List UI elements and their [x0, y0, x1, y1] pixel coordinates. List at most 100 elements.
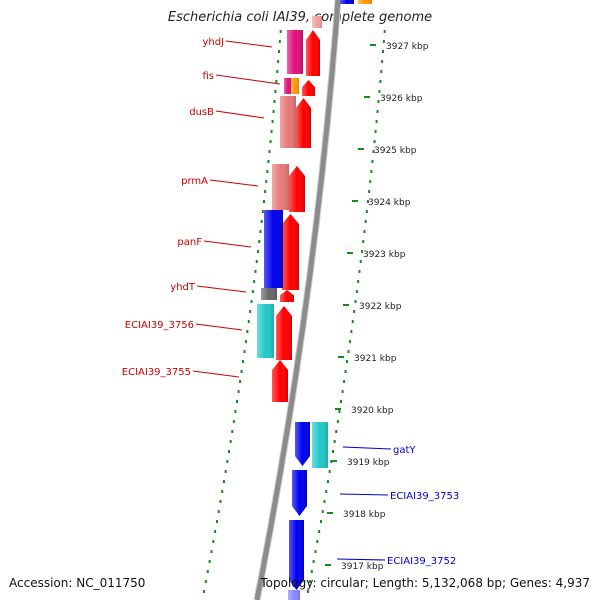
kbp-tick-mark	[325, 564, 331, 566]
guide-dot	[354, 300, 357, 303]
guide-dot	[350, 330, 353, 333]
guide-dot	[363, 230, 366, 233]
guide-dot	[316, 540, 319, 543]
guide-dot	[244, 340, 247, 343]
guide-dot	[228, 450, 230, 453]
guide-dot	[263, 200, 265, 203]
guide-dot	[264, 190, 267, 193]
gene-box-bottom-shade	[288, 590, 300, 600]
gene-label-leader	[342, 446, 392, 450]
guide-dot	[341, 390, 344, 393]
kbp-scale: 3927 kbp 3926 kbp 3925 kbp 3924 kbp 3923 kbp…	[325, 42, 429, 572]
gene-label-leader	[215, 74, 281, 85]
gene-box-dusB-shade	[280, 96, 296, 148]
gene-arrow-dusB-shade	[296, 98, 311, 148]
gene-features	[257, 0, 372, 600]
gene-box-fis-b-shade	[291, 78, 299, 94]
guide-dot	[271, 120, 274, 123]
guide-dot	[375, 120, 378, 123]
kbp-tick-label: 3921 kbp	[354, 354, 397, 364]
guide-dot	[265, 180, 268, 183]
guide-dot	[261, 210, 264, 213]
gene-arrow-3753-shade	[292, 470, 307, 516]
gene-arrow-fis-shade	[302, 80, 315, 96]
guide-dot	[276, 70, 279, 73]
guide-dot	[232, 420, 235, 423]
gene-label-leader	[215, 110, 265, 119]
guide-dot	[239, 380, 242, 383]
kbp-tick-label: 3920 kbp	[351, 406, 394, 416]
kbp-tick-label: 3919 kbp	[347, 458, 390, 468]
guide-dot	[361, 250, 363, 253]
kbp-tick-label: 3925 kbp	[374, 146, 417, 156]
guide-dot	[253, 280, 256, 283]
guide-dot	[202, 590, 205, 593]
guide-dot	[379, 80, 382, 83]
gene-label-leader	[209, 179, 259, 187]
guide-dot	[240, 370, 243, 373]
guide-dot	[371, 160, 374, 163]
kbp-tick-mark	[370, 44, 376, 46]
genome-backbone	[253, 0, 342, 600]
guide-dot	[343, 380, 346, 383]
guide-dot	[378, 90, 381, 93]
gene-box-prmA-shade	[272, 164, 289, 210]
gene-label-leader	[195, 323, 243, 331]
accession-text: Accession: NC_011750	[9, 576, 146, 590]
guide-dot	[332, 450, 334, 453]
dotted-guides	[202, 30, 386, 593]
guide-dot	[273, 100, 276, 103]
gene-label-reverse: ECIAI39_3753	[390, 491, 459, 502]
gene-arrow-3755-shade	[272, 360, 288, 402]
guide-dot	[221, 490, 224, 493]
gene-box-fis-a-shade	[284, 78, 292, 94]
guide-dot	[326, 480, 329, 483]
guide-dot	[217, 510, 220, 513]
gene-label-leader	[336, 558, 386, 561]
gene-box-top-c-shade	[312, 16, 322, 28]
guide-dot	[355, 290, 358, 293]
guide-dot	[306, 590, 309, 593]
guide-dot	[328, 470, 331, 473]
guide-dot	[310, 570, 313, 573]
guide-dot	[338, 410, 341, 413]
guide-dot	[323, 500, 326, 503]
guide-dot	[257, 250, 259, 253]
guide-dot	[251, 290, 254, 293]
guide-dot	[269, 140, 272, 143]
kbp-tick-label: 3927 kbp	[386, 42, 429, 52]
guide-dot	[219, 500, 222, 503]
guide-dot	[272, 110, 275, 113]
gene-arrow-yhdT-shade	[280, 290, 294, 302]
gene-box-panF-shade	[264, 210, 283, 288]
guide-dot	[340, 400, 342, 403]
guide-dot	[266, 170, 269, 173]
guide-dot	[369, 180, 372, 183]
guide-dot	[260, 220, 263, 223]
guide-dot	[277, 60, 280, 63]
guide-dot	[359, 260, 362, 263]
gene-label-forward: panF	[177, 237, 202, 248]
guide-dot	[275, 80, 278, 83]
guide-dot	[237, 390, 240, 393]
guide-dot	[212, 540, 215, 543]
guide-dot	[318, 530, 321, 533]
kbp-tick-label: 3917 kbp	[341, 562, 384, 572]
guide-dot	[236, 400, 238, 403]
gene-label-leader	[192, 370, 240, 378]
guide-dot	[325, 490, 328, 493]
gene-label-forward: dusB	[189, 107, 214, 118]
guide-dot	[374, 130, 377, 133]
guide-dot	[372, 150, 375, 153]
guide-dot	[358, 270, 361, 273]
guide-dot	[224, 470, 227, 473]
kbp-tick-mark	[358, 148, 364, 150]
guide-dot	[373, 140, 376, 143]
gene-arrow-3756-shade	[276, 306, 292, 360]
kbp-tick-label: 3923 kbp	[363, 250, 406, 260]
kbp-tick-mark	[331, 460, 337, 462]
gene-arrow-gatY-shade	[295, 422, 310, 466]
gene-label-reverse: gatY	[393, 445, 416, 456]
